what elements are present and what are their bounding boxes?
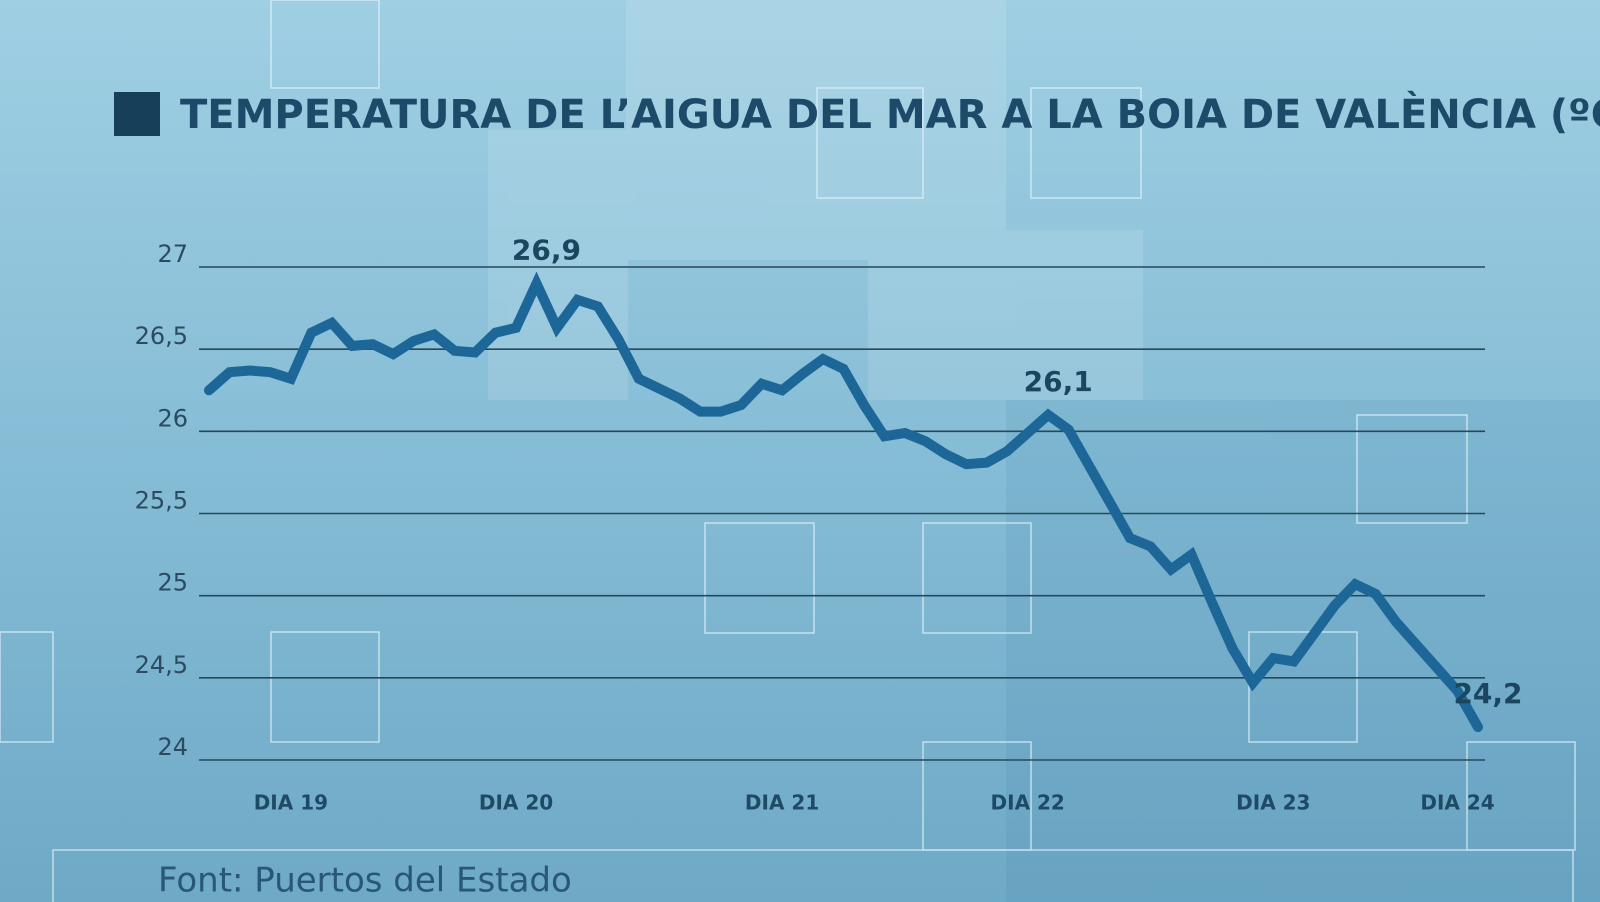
- x-tick-label: DIA 20: [479, 791, 553, 815]
- y-tick-label: 26: [157, 404, 188, 432]
- y-tick-label: 27: [157, 240, 188, 268]
- y-tick-label: 24,5: [135, 651, 188, 679]
- data-label: 26,1: [1024, 365, 1093, 398]
- y-tick-label: 26,5: [135, 322, 188, 350]
- y-tick-label: 25: [157, 569, 188, 597]
- x-tick-label: DIA 21: [745, 791, 819, 815]
- x-tick-label: DIA 24: [1420, 791, 1494, 815]
- source: Font: Puertos del Estado: [158, 861, 572, 901]
- x-tick-label: DIA 19: [254, 791, 328, 815]
- data-label: 24,2: [1453, 677, 1522, 710]
- x-tick-label: DIA 23: [1236, 791, 1310, 815]
- y-tick-label: 25,5: [135, 487, 188, 515]
- title-marker: [114, 92, 160, 136]
- data-line: [204, 271, 1483, 733]
- chart-title: TEMPERATURA DE L’AIGUA DEL MAR A LA BOIA…: [180, 90, 1600, 138]
- x-tick-label: DIA 22: [991, 791, 1065, 815]
- data-label: 26,9: [512, 233, 581, 266]
- y-tick-label: 24: [157, 733, 188, 761]
